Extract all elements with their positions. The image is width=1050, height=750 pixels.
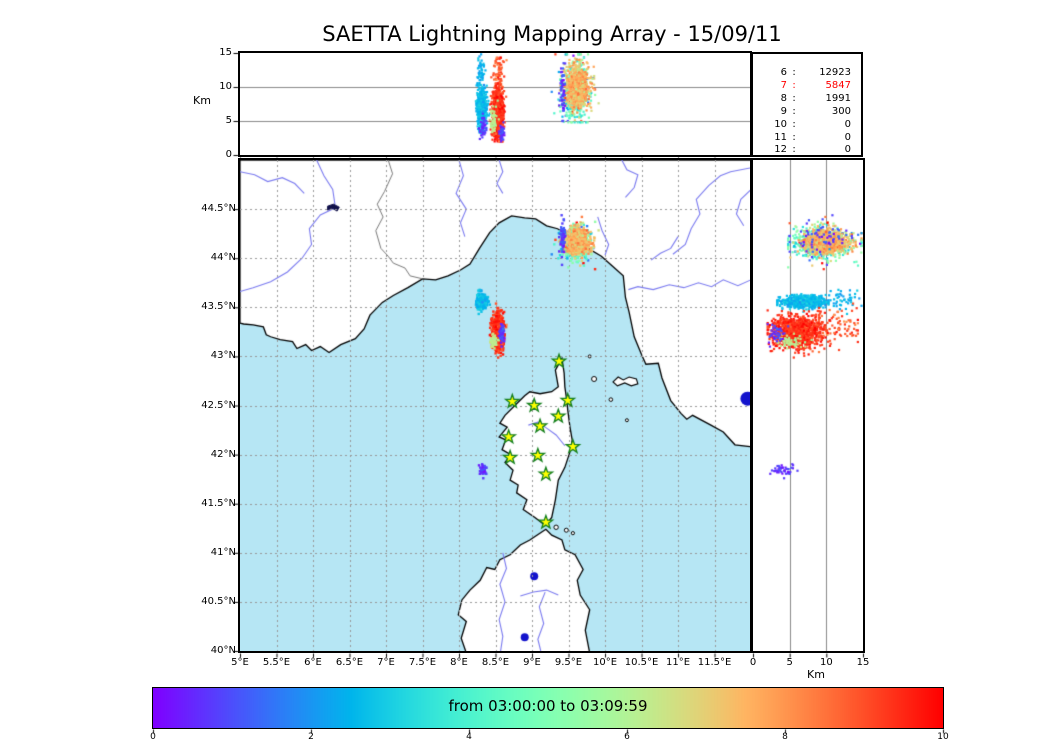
station-count-separator: : bbox=[792, 131, 796, 143]
station-count-id: 7 bbox=[780, 79, 787, 91]
station-count-box: 6: 12923 7: 5847 8: 1991 9: 300 10: 0 11: 0 12: 0 bbox=[751, 52, 863, 157]
station-count-id: 12 bbox=[774, 144, 787, 156]
colorbar-tick: 8 bbox=[782, 732, 788, 742]
top-panel-ytick: 15 bbox=[219, 47, 232, 58]
map-latitude-tick: 42°N bbox=[210, 448, 236, 460]
station-count-separator: : bbox=[792, 144, 796, 156]
station-count-row: 10: 0 bbox=[753, 119, 861, 132]
map-latitude-tick: 40°N bbox=[210, 645, 236, 656]
station-count-id: 11 bbox=[774, 131, 787, 143]
map-latitude-tick: 44°N bbox=[210, 252, 236, 264]
colorbar-tick: 4 bbox=[466, 732, 472, 742]
figure-title: SAETTA Lightning Mapping Array - 15/09/1… bbox=[322, 22, 782, 46]
station-count-id: 6 bbox=[780, 67, 787, 78]
right-panel-km-axis-label: Km bbox=[807, 668, 825, 681]
map-longitude-tick: 11°E bbox=[665, 657, 691, 668]
station-count-separator: : bbox=[792, 79, 796, 91]
colorbar-tick: 0 bbox=[150, 732, 156, 742]
altitude-vs-latitude-panel bbox=[751, 158, 865, 653]
station-count-rows: 6: 12923 7: 5847 8: 1991 9: 300 10: 0 11: 0 12: 0 bbox=[753, 54, 861, 157]
map-latitude-tick: 41°N bbox=[210, 546, 236, 558]
station-count-row: 9: 300 bbox=[753, 106, 861, 119]
map-plot bbox=[240, 160, 750, 651]
map-longitude-tick: 10°E bbox=[592, 657, 618, 668]
map-longitude-tick: 8°E bbox=[450, 657, 468, 668]
map-latitude-tick: 44.5°N bbox=[201, 203, 236, 215]
station-count-value: 0 bbox=[844, 144, 851, 156]
map-longitude-tick: 7.5°E bbox=[408, 657, 437, 668]
map-panel bbox=[238, 158, 752, 653]
map-longitude-tick: 5°E bbox=[231, 657, 249, 668]
map-latitude-tick: 41.5°N bbox=[201, 497, 236, 509]
altitude-longitude-plot bbox=[240, 53, 750, 155]
top-panel-ytick: 0 bbox=[225, 149, 232, 160]
station-count-separator: : bbox=[792, 118, 796, 130]
map-longitude-tick: 9°E bbox=[523, 657, 541, 668]
top-panel-ytick: 5 bbox=[225, 115, 232, 126]
right-panel-xtick: 5 bbox=[786, 657, 793, 668]
station-count-id: 8 bbox=[780, 92, 787, 104]
station-count-row: 7: 5847 bbox=[753, 80, 861, 93]
map-longitude-tick: 5.5°E bbox=[262, 657, 291, 668]
station-count-row: 6: 12923 bbox=[753, 67, 861, 80]
station-count-separator: : bbox=[792, 92, 796, 104]
map-longitude-tick: 10.5°E bbox=[624, 657, 659, 668]
colorbar-tick: 2 bbox=[308, 732, 314, 742]
station-count-value: 0 bbox=[844, 131, 851, 143]
station-count-separator: : bbox=[792, 67, 796, 78]
station-count-value: 5847 bbox=[825, 79, 851, 91]
station-count-value: 12923 bbox=[819, 67, 851, 78]
top-panel-ytick: 10 bbox=[219, 81, 232, 92]
altitude-latitude-plot bbox=[753, 160, 863, 651]
station-count-value: 0 bbox=[844, 118, 851, 130]
time-colorbar: from 03:00:00 to 03:09:59 bbox=[152, 687, 944, 729]
station-count-row: 8: 1991 bbox=[753, 93, 861, 106]
map-longitude-tick: 6°E bbox=[304, 657, 322, 668]
map-longitude-tick: 8.5°E bbox=[481, 657, 510, 668]
station-count-separator: : bbox=[792, 105, 796, 117]
colorbar-tick: 10 bbox=[937, 732, 949, 742]
right-panel-xtick: 10 bbox=[819, 657, 833, 668]
colorbar-time-label: from 03:00:00 to 03:09:59 bbox=[448, 697, 648, 715]
station-count-id: 9 bbox=[780, 105, 787, 117]
top-panel-km-axis-label: Km bbox=[193, 94, 211, 107]
map-longitude-tick: 6.5°E bbox=[335, 657, 364, 668]
map-latitude-tick: 43.5°N bbox=[201, 301, 236, 313]
station-count-row: 11: 0 bbox=[753, 132, 861, 145]
right-panel-xtick: 0 bbox=[749, 657, 757, 668]
map-latitude-tick: 42.5°N bbox=[201, 399, 236, 411]
altitude-vs-longitude-panel bbox=[238, 51, 752, 157]
station-count-value: 1991 bbox=[825, 92, 851, 104]
colorbar-tick: 6 bbox=[624, 732, 630, 742]
station-count-value: 300 bbox=[831, 105, 851, 117]
station-count-row: 12: 0 bbox=[753, 144, 861, 157]
colorbar-gradient bbox=[153, 688, 943, 728]
right-panel-xtick: 15 bbox=[856, 657, 870, 668]
map-latitude-tick: 43°N bbox=[210, 350, 236, 362]
station-count-id: 10 bbox=[774, 118, 787, 130]
map-longitude-tick: 7°E bbox=[377, 657, 395, 668]
map-longitude-tick: 11.5°E bbox=[697, 657, 732, 668]
map-longitude-tick: 9.5°E bbox=[554, 657, 583, 668]
map-latitude-tick: 40.5°N bbox=[201, 595, 236, 607]
